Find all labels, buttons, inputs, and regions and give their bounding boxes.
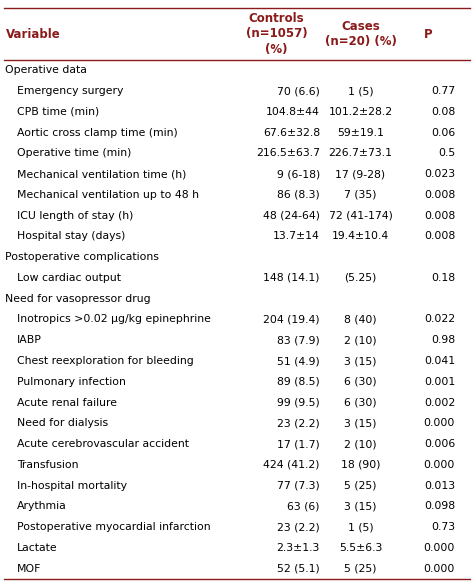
Text: 8 (40): 8 (40) xyxy=(344,314,377,325)
Text: 0.022: 0.022 xyxy=(424,314,455,325)
Text: Postoperative myocardial infarction: Postoperative myocardial infarction xyxy=(17,522,210,532)
Text: 0.008: 0.008 xyxy=(424,190,455,200)
Text: Cases
(n=20) (%): Cases (n=20) (%) xyxy=(325,20,396,48)
Text: 18 (90): 18 (90) xyxy=(341,460,380,470)
Text: 3 (15): 3 (15) xyxy=(344,501,377,511)
Text: 72 (41-174): 72 (41-174) xyxy=(328,210,392,221)
Text: 13.7±14: 13.7±14 xyxy=(273,231,320,241)
Text: Pulmonary infection: Pulmonary infection xyxy=(17,377,126,387)
Text: Need for dialysis: Need for dialysis xyxy=(17,418,108,429)
Text: Chest reexploration for bleeding: Chest reexploration for bleeding xyxy=(17,356,194,366)
Text: Inotropics >0.02 μg/kg epinephrine: Inotropics >0.02 μg/kg epinephrine xyxy=(17,314,211,325)
Text: Emergency surgery: Emergency surgery xyxy=(17,86,123,96)
Text: 2 (10): 2 (10) xyxy=(344,335,377,345)
Text: 77 (7.3): 77 (7.3) xyxy=(277,480,320,490)
Text: 23 (2.2): 23 (2.2) xyxy=(277,418,320,429)
Text: 3 (15): 3 (15) xyxy=(344,356,377,366)
Text: 6 (30): 6 (30) xyxy=(344,377,377,387)
Text: 17 (1.7): 17 (1.7) xyxy=(277,439,320,449)
Text: Mechanical ventilation time (h): Mechanical ventilation time (h) xyxy=(17,169,186,179)
Text: 7 (35): 7 (35) xyxy=(344,190,377,200)
Text: 226.7±73.1: 226.7±73.1 xyxy=(328,149,392,159)
Text: Acute renal failure: Acute renal failure xyxy=(17,398,117,408)
Text: 204 (19.4): 204 (19.4) xyxy=(263,314,320,325)
Text: 52 (5.1): 52 (5.1) xyxy=(277,564,320,574)
Text: 48 (24-64): 48 (24-64) xyxy=(263,210,320,221)
Text: 0.008: 0.008 xyxy=(424,210,455,221)
Text: 83 (7.9): 83 (7.9) xyxy=(277,335,320,345)
Text: 17 (9-28): 17 (9-28) xyxy=(336,169,385,179)
Text: 0.000: 0.000 xyxy=(424,564,455,574)
Text: Low cardiac output: Low cardiac output xyxy=(17,273,121,283)
Text: 0.002: 0.002 xyxy=(424,398,455,408)
Text: CPB time (min): CPB time (min) xyxy=(17,107,99,117)
Text: 101.2±28.2: 101.2±28.2 xyxy=(328,107,392,117)
Text: Hospital stay (days): Hospital stay (days) xyxy=(17,231,126,241)
Text: P: P xyxy=(424,27,432,40)
Text: Controls
(n=1057)
(%): Controls (n=1057) (%) xyxy=(246,12,308,56)
Text: 1 (5): 1 (5) xyxy=(347,522,374,532)
Text: 5 (25): 5 (25) xyxy=(344,480,377,490)
Text: MOF: MOF xyxy=(17,564,41,574)
Text: 99 (9.5): 99 (9.5) xyxy=(277,398,320,408)
Text: 0.77: 0.77 xyxy=(431,86,455,96)
Text: 5.5±6.3: 5.5±6.3 xyxy=(339,543,382,553)
Text: Aortic cross clamp time (min): Aortic cross clamp time (min) xyxy=(17,128,178,138)
Text: 0.98: 0.98 xyxy=(431,335,455,345)
Text: 104.8±44: 104.8±44 xyxy=(266,107,320,117)
Text: 0.023: 0.023 xyxy=(424,169,455,179)
Text: 6 (30): 6 (30) xyxy=(344,398,377,408)
Text: 63 (6): 63 (6) xyxy=(287,501,320,511)
Text: ICU length of stay (h): ICU length of stay (h) xyxy=(17,210,133,221)
Text: 424 (41.2): 424 (41.2) xyxy=(264,460,320,470)
Text: 2 (10): 2 (10) xyxy=(344,439,377,449)
Text: 0.000: 0.000 xyxy=(424,460,455,470)
Text: 0.001: 0.001 xyxy=(424,377,455,387)
Text: 1 (5): 1 (5) xyxy=(347,86,374,96)
Text: (5.25): (5.25) xyxy=(344,273,377,283)
Text: Variable: Variable xyxy=(6,27,61,40)
Text: Acute cerebrovascular accident: Acute cerebrovascular accident xyxy=(17,439,189,449)
Text: 0.000: 0.000 xyxy=(424,418,455,429)
Text: 148 (14.1): 148 (14.1) xyxy=(264,273,320,283)
Text: 216.5±63.7: 216.5±63.7 xyxy=(256,149,320,159)
Text: Need for vasopressor drug: Need for vasopressor drug xyxy=(5,294,151,304)
Text: 9 (6-18): 9 (6-18) xyxy=(277,169,320,179)
Text: 0.013: 0.013 xyxy=(424,480,455,490)
Text: 5 (25): 5 (25) xyxy=(344,564,377,574)
Text: 67.6±32.8: 67.6±32.8 xyxy=(263,128,320,138)
Text: 0.006: 0.006 xyxy=(424,439,455,449)
Text: 86 (8.3): 86 (8.3) xyxy=(277,190,320,200)
Text: Postoperative complications: Postoperative complications xyxy=(5,252,159,262)
Text: 51 (4.9): 51 (4.9) xyxy=(277,356,320,366)
Text: 0.06: 0.06 xyxy=(431,128,455,138)
Text: 19.4±10.4: 19.4±10.4 xyxy=(332,231,389,241)
Text: 0.18: 0.18 xyxy=(431,273,455,283)
Text: 0.008: 0.008 xyxy=(424,231,455,241)
Text: 0.73: 0.73 xyxy=(431,522,455,532)
Text: 89 (8.5): 89 (8.5) xyxy=(277,377,320,387)
Text: 0.5: 0.5 xyxy=(438,149,455,159)
Text: Operative time (min): Operative time (min) xyxy=(17,149,131,159)
Text: Arythmia: Arythmia xyxy=(17,501,67,511)
Text: 70 (6.6): 70 (6.6) xyxy=(277,86,320,96)
Text: Lactate: Lactate xyxy=(17,543,58,553)
Text: 0.08: 0.08 xyxy=(431,107,455,117)
Text: 0.041: 0.041 xyxy=(424,356,455,366)
Text: Operative data: Operative data xyxy=(5,65,87,75)
Text: IABP: IABP xyxy=(17,335,42,345)
Text: 3 (15): 3 (15) xyxy=(344,418,377,429)
Text: 23 (2.2): 23 (2.2) xyxy=(277,522,320,532)
Text: 59±19.1: 59±19.1 xyxy=(337,128,384,138)
Text: 2.3±1.3: 2.3±1.3 xyxy=(276,543,320,553)
Text: 0.098: 0.098 xyxy=(424,501,455,511)
Text: Transfusion: Transfusion xyxy=(17,460,79,470)
Text: In-hospital mortality: In-hospital mortality xyxy=(17,480,127,490)
Text: Mechanical ventilation up to 48 h: Mechanical ventilation up to 48 h xyxy=(17,190,199,200)
Text: 0.000: 0.000 xyxy=(424,543,455,553)
